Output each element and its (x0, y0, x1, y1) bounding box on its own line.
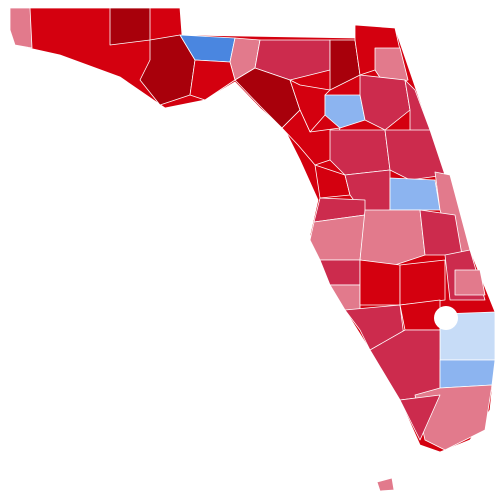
county (454, 269, 486, 296)
lake-okeechobee (434, 306, 458, 330)
county (376, 477, 395, 492)
county (359, 259, 401, 306)
county (399, 394, 441, 441)
county (329, 284, 361, 311)
county (289, 79, 331, 133)
county (399, 299, 441, 331)
county (189, 59, 236, 101)
county (324, 94, 366, 129)
county (384, 129, 446, 181)
county (329, 129, 391, 176)
county (319, 259, 361, 286)
county (9, 7, 33, 49)
county (329, 39, 361, 91)
keys (391, 451, 438, 483)
county (389, 177, 441, 211)
county (359, 209, 426, 266)
county (309, 214, 366, 261)
county (399, 259, 446, 306)
county (419, 209, 463, 256)
county (109, 7, 151, 46)
county (254, 39, 331, 81)
counties (9, 7, 496, 492)
county (439, 359, 496, 389)
